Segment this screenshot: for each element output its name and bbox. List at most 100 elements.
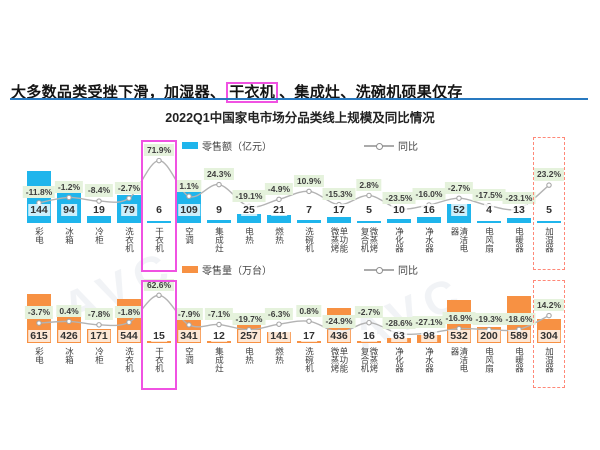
value-label: 5 [544, 203, 554, 216]
category-label: 洗碗机 [304, 347, 315, 373]
yoy-badge: 1.1% [176, 179, 202, 192]
legend-swatch-0 [182, 142, 198, 149]
yoy-marker [126, 319, 132, 326]
chart-title: 2022Q1中国家电市场分品类线上规模及同比情况 [165, 111, 435, 125]
yoy-badge: -2.7% [354, 306, 384, 319]
plot-0: 144 -11.8% 94 -1.2% 19 -8.4% 79 -2.7% 6 71.9% 109 1… [22, 134, 565, 223]
bar [297, 341, 321, 343]
highlight-box-red-dashed [533, 280, 565, 388]
value-label: 615 [28, 329, 50, 342]
bar [357, 221, 381, 223]
yoy-badge: -1.2% [54, 180, 84, 193]
category-label: 空调 [184, 347, 195, 364]
bar [297, 220, 321, 223]
yoy-badge: 14.2% [533, 298, 565, 312]
legend-label: 同比 [398, 142, 418, 153]
bar [87, 216, 111, 223]
value-label: 4 [484, 203, 494, 216]
yoy-marker [36, 320, 42, 326]
value-label: 10 [391, 203, 407, 216]
yoy-marker [366, 192, 372, 199]
value-label: 12 [211, 329, 227, 342]
title-highlight-box: 干衣机 [226, 82, 279, 104]
category-label: 冰箱 [64, 347, 75, 364]
plot-1: 615 -3.7% 426 0.4% 171 -7.8% 544 -1.8% 15 62.6% 34… [24, 278, 565, 343]
title-text: 、集成灶、洗碗机硕果仅存 [279, 84, 463, 102]
category-label: 加湿器 [544, 347, 555, 373]
category-label: 彩电 [34, 347, 45, 364]
yoy-marker [546, 182, 552, 188]
yoy-badge: -16.9% [442, 311, 476, 325]
bar [147, 220, 171, 223]
category-label: 空调 [184, 227, 195, 244]
yoy-badge: 0.4% [56, 304, 82, 317]
value-label: 589 [508, 329, 530, 342]
value-label: 19 [91, 203, 107, 216]
value-label: 16 [421, 203, 437, 216]
value-label: 52 [451, 203, 467, 216]
category-label: 微蒸烤 单功能 [330, 227, 349, 253]
yoy-badge: 24.3% [203, 167, 235, 181]
yoy-badge: -15.3% [322, 187, 356, 201]
yoy-badge: 71.9% [143, 143, 175, 157]
value-label: 257 [238, 329, 260, 342]
yoy-marker [216, 321, 222, 328]
value-label: 6 [154, 203, 164, 216]
yoy-badge: -19.7% [232, 313, 266, 326]
bar [537, 221, 561, 223]
category-label: 彩电 [34, 227, 45, 244]
bar [477, 221, 501, 223]
value-label: 109 [178, 203, 200, 216]
category-label: 洗衣机 [124, 347, 135, 373]
value-label: 17 [331, 203, 347, 216]
yoy-badge: 0.8% [296, 304, 322, 317]
value-label: 25 [241, 203, 257, 216]
yoy-badge: -8.4% [84, 184, 114, 197]
category-label: 燃热 [274, 227, 285, 244]
category-label: 集成灶 [214, 347, 225, 373]
category-label: 燃热 [274, 347, 285, 364]
value-label: 63 [391, 329, 407, 342]
value-label: 79 [121, 203, 137, 216]
bar [357, 341, 381, 343]
category-label: 器清洁电 [450, 347, 469, 373]
bar [327, 216, 351, 223]
value-label: 436 [328, 329, 350, 342]
legend-swatch-1 [182, 266, 198, 273]
yoy-badge: -17.5% [472, 189, 506, 202]
category-label: 微蒸烤 单功能 [330, 347, 349, 373]
yoy-badge: -18.6% [502, 312, 536, 325]
category-label: 净化器 [394, 227, 405, 253]
legend-item-retail-value: 零售额（亿元） [182, 138, 272, 153]
yoy-marker [156, 157, 162, 164]
yoy-badge: -2.7% [444, 181, 474, 194]
yoy-badge: 23.2% [533, 168, 565, 181]
bar [507, 218, 531, 223]
category-label: 冷柜 [94, 347, 105, 364]
legend-item-retail-volume: 零售量（万台） [182, 262, 272, 277]
value-label: 94 [61, 203, 77, 216]
legend-item-yoy: 同比 [364, 138, 418, 153]
yoy-badge: -19.1% [232, 189, 266, 203]
value-label: 341 [178, 329, 200, 342]
yoy-marker [276, 196, 282, 203]
value-label: 16 [361, 329, 377, 342]
value-label: 21 [271, 203, 287, 216]
yoy-marker [66, 194, 72, 201]
category-label: 净水器 [424, 347, 435, 373]
value-label: 98 [421, 329, 437, 342]
bar [207, 341, 231, 343]
yoy-badge: -4.9% [264, 182, 294, 195]
yoy-marker [456, 195, 462, 201]
labels-1: 彩电 冰箱 冷柜 洗衣机 干衣机 空调 集成灶 电热 燃热 洗碗机 微蒸烤 单功能 复合机 微蒸烤 净化器 净… [24, 347, 564, 389]
yoy-marker [96, 322, 102, 328]
yoy-marker [186, 193, 192, 200]
yoy-marker [276, 321, 282, 327]
yoy-badge: -11.8% [22, 186, 56, 199]
bar [207, 219, 231, 223]
value-label: 7 [304, 203, 314, 216]
yoy-marker [156, 292, 162, 299]
category-label: 复合机 微蒸烤 [360, 347, 379, 373]
value-label: 426 [58, 329, 80, 342]
value-label: 304 [538, 329, 560, 342]
